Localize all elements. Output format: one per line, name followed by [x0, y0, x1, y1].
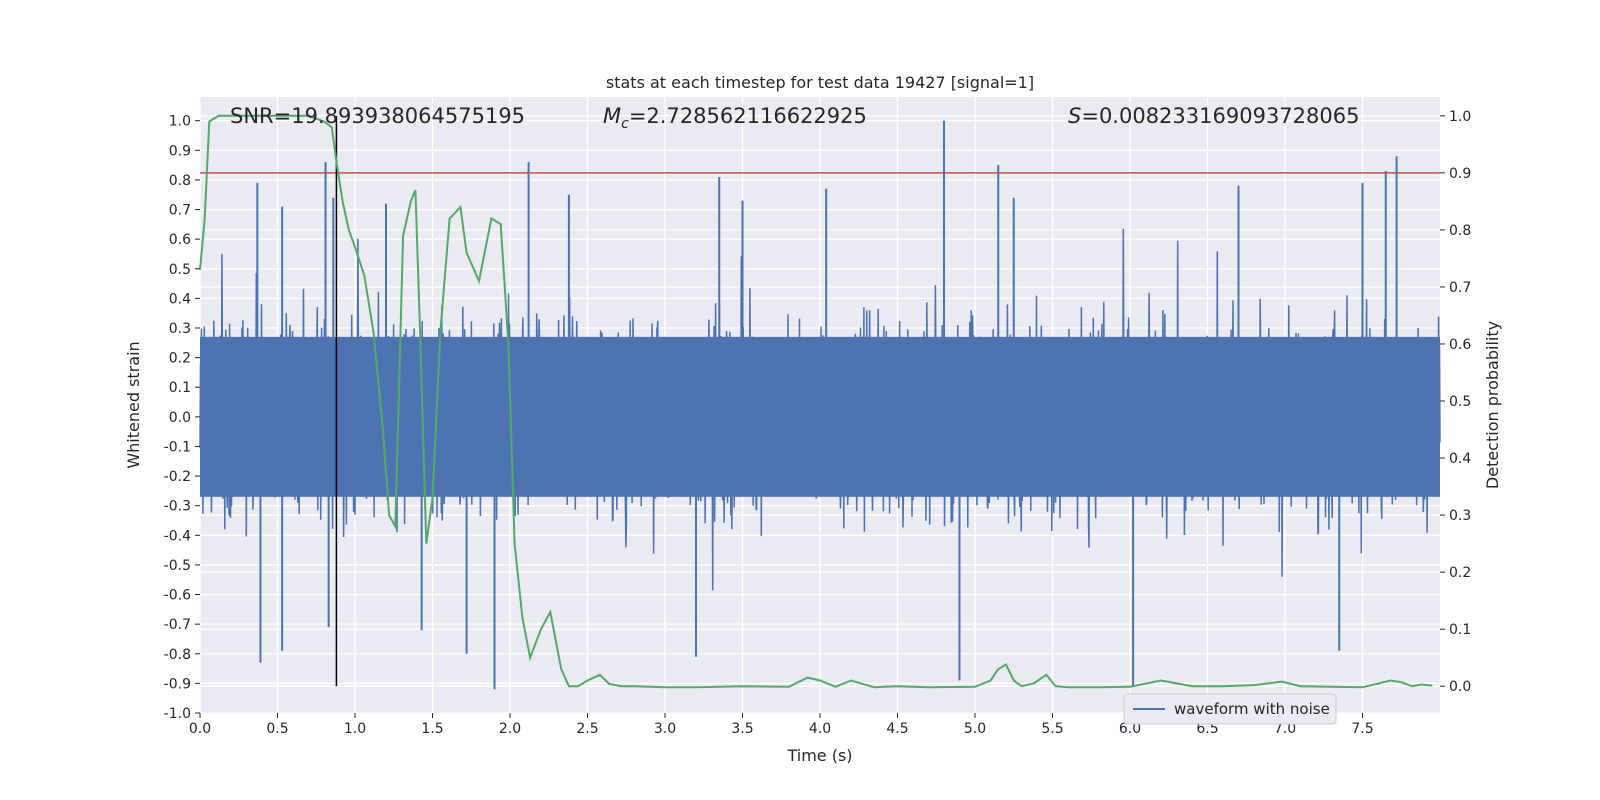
y-tick-label: -0.5 [164, 558, 191, 574]
x-tick-label: 4.5 [886, 721, 908, 737]
x-tick-label: 2.0 [499, 721, 521, 737]
y2-tick-label: 0.5 [1449, 394, 1471, 410]
waveform-core-band [200, 336, 1440, 497]
x-tick-label: 3.5 [731, 721, 753, 737]
y-tick-label: -0.1 [164, 439, 191, 455]
chart-title: stats at each timestep for test data 194… [606, 73, 1034, 92]
x-tick-label: 5.5 [1041, 721, 1063, 737]
y-tick-label: 0.7 [169, 203, 191, 219]
snr-annotation: SNR=19.893938064575195 [230, 104, 525, 128]
y-tick-label: -0.4 [164, 528, 191, 544]
y2-tick-label: 0.3 [1449, 508, 1471, 524]
x-tick-label: 0.5 [266, 721, 288, 737]
detection-probability-line [199, 114, 1433, 689]
y-tick-label: -0.3 [164, 499, 191, 515]
s-symbol: S [1068, 104, 1081, 128]
y2-tick-label: 1.0 [1449, 109, 1471, 125]
y2-tick-label: 0.1 [1449, 622, 1471, 638]
y-tick-label: -0.2 [164, 469, 191, 485]
snr-stat-annotation: S=0.008233169093728065 [1068, 104, 1359, 128]
x-tick-label: 7.0 [1274, 721, 1296, 737]
legend-label: waveform with noise [1174, 700, 1330, 718]
x-tick-label: 6.5 [1196, 721, 1218, 737]
y-tick-label: -0.8 [164, 647, 191, 663]
overlay-layer [199, 114, 1440, 689]
y-axis-label: Whitened strain [124, 341, 143, 468]
y2-tick-label: 0.9 [1449, 166, 1471, 182]
tick-layer: 0.0 0.5 1.0 1.5 2.0 2.5 3.0 3.5 4.0 4.5 5.0 5.5 6.0 6… [164, 109, 1472, 737]
y-tick-label: 0.9 [169, 143, 191, 159]
y-tick-label: 0.1 [169, 380, 191, 396]
y2-tick-label: 0.6 [1449, 337, 1471, 353]
x-tick-label: 5.0 [964, 721, 986, 737]
y2-tick-label: 0.8 [1449, 223, 1471, 239]
y-tick-label: -0.9 [164, 676, 191, 692]
x-axis-label: Time (s) [786, 746, 852, 765]
legend: waveform with noise [1123, 693, 1337, 725]
y-tick-label: 0.0 [169, 410, 191, 426]
y-tick-label: 0.3 [169, 321, 191, 337]
y-tick-label: 1.0 [169, 114, 191, 130]
y-tick-label: 0.2 [169, 351, 191, 367]
y2-tick-label: 0.4 [1449, 451, 1471, 467]
x-tick-label: 1.5 [421, 721, 443, 737]
y-tick-label: 0.4 [169, 291, 191, 307]
x-tick-label: 7.5 [1351, 721, 1373, 737]
x-tick-label: 4.0 [809, 721, 831, 737]
y2-tick-label: 0.0 [1449, 679, 1471, 695]
snr-prefix: SNR= [230, 104, 291, 128]
x-tick-label: 0.0 [189, 721, 211, 737]
y-tick-label: -0.7 [164, 617, 191, 633]
x-tick-label: 2.5 [576, 721, 598, 737]
y-tick-label: 0.5 [169, 262, 191, 278]
y2-tick-label: 0.7 [1449, 280, 1471, 296]
y2-axis-label: Detection probability [1483, 321, 1502, 489]
snr-value: 19.893938064575195 [291, 104, 525, 128]
y-tick-label: 0.6 [169, 232, 191, 248]
waveform-series [199, 120, 1441, 690]
x-tick-label: 3.0 [654, 721, 676, 737]
mc-subscript: c [621, 116, 629, 132]
mc-value: =2.728562116622925 [629, 104, 867, 128]
s-value: =0.008233169093728065 [1081, 104, 1359, 128]
mc-symbol: M [603, 104, 621, 128]
y-tick-label: -0.6 [164, 588, 191, 604]
x-tick-label: 6.0 [1119, 721, 1141, 737]
y2-tick-label: 0.2 [1449, 565, 1471, 581]
y-tick-label: -1.0 [164, 706, 191, 722]
x-tick-label: 1.0 [344, 721, 366, 737]
legend-box [1123, 693, 1337, 725]
chirp-mass-annotation: Mc=2.728562116622925 [603, 104, 867, 132]
y-tick-label: 0.8 [169, 173, 191, 189]
